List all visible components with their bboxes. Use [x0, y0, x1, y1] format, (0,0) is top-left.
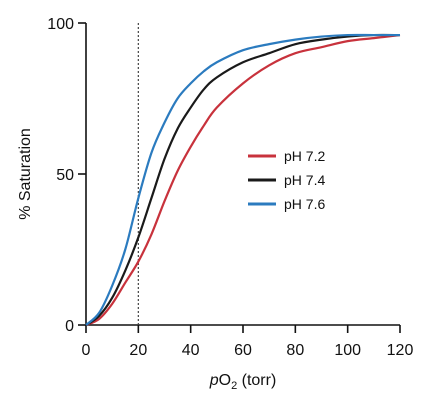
legend-label-ph-7-6: pH 7.6: [284, 196, 325, 212]
legend-label-ph-7-2: pH 7.2: [284, 148, 325, 164]
y-axis-label: % Saturation: [17, 128, 34, 220]
y-tick-label: 0: [65, 318, 74, 335]
series-line-ph-7-2: [85, 33, 401, 327]
x-tick-label: 100: [334, 342, 361, 359]
x-axis-label-prefix: p: [209, 372, 219, 389]
x-axis-label-subscript: 2: [231, 380, 237, 392]
series-line-ph-7-6: [85, 33, 400, 326]
y-tick-label: 50: [56, 167, 74, 184]
legend: pH 7.2 pH 7.4 pH 7.6: [248, 148, 325, 212]
x-tick-label: 40: [182, 342, 200, 359]
x-tick-label: 60: [234, 342, 252, 359]
legend-label-ph-7-4: pH 7.4: [284, 172, 325, 188]
x-axis-label: pO2 (torr): [209, 372, 277, 392]
x-tick-label: 0: [82, 342, 91, 359]
x-axis-label-main: O: [219, 372, 231, 389]
x-tick-label: 120: [387, 342, 414, 359]
axes: [85, 23, 400, 326]
x-tick-label: 80: [286, 342, 304, 359]
curve-group: [85, 33, 401, 327]
series-line-ph-7-4: [85, 33, 401, 326]
x-tick-label: 20: [129, 342, 147, 359]
y-tick-label: 100: [47, 16, 74, 33]
tick-group: 0 20 40 60 80 100 120 0 50 100: [47, 16, 413, 359]
x-axis-label-suffix: (torr): [237, 372, 276, 389]
